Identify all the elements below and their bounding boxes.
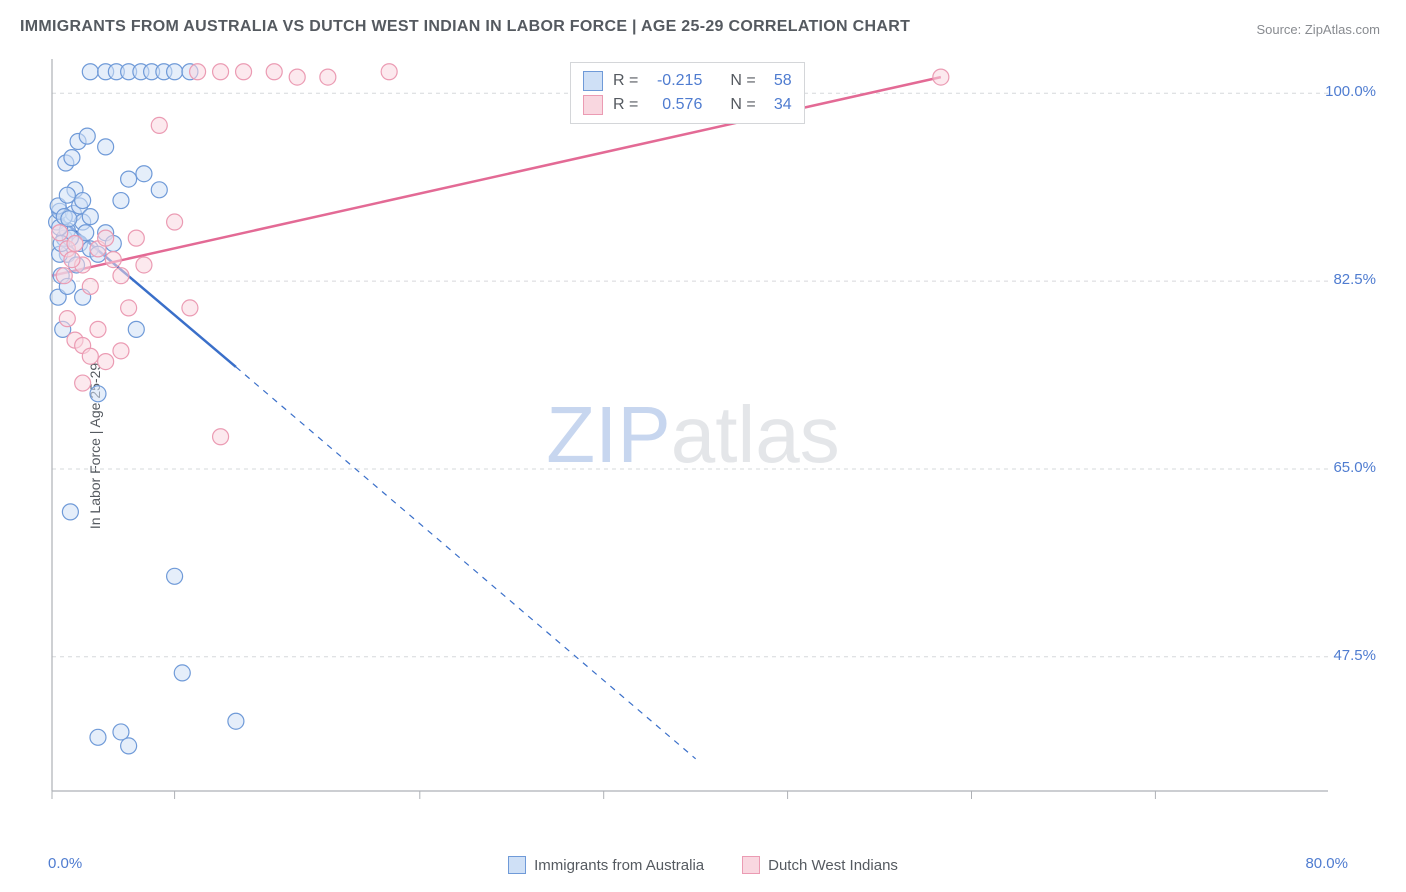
stat-swatch: [583, 95, 603, 115]
correlation-stat-box: R =-0.215N =58R =0.576N =34: [570, 62, 805, 124]
legend-label-series1: Immigrants from Australia: [534, 857, 704, 874]
legend: Immigrants from Australia Dutch West Ind…: [0, 856, 1406, 874]
legend-item-series2: Dutch West Indians: [742, 856, 898, 874]
legend-swatch-series2: [742, 856, 760, 874]
y-tick-label: 100.0%: [1325, 83, 1376, 100]
stat-swatch: [583, 71, 603, 91]
legend-label-series2: Dutch West Indians: [768, 857, 898, 874]
legend-item-series1: Immigrants from Australia: [508, 856, 704, 874]
chart-svg: [48, 55, 1338, 815]
stat-row: R =0.576N =34: [583, 93, 792, 117]
legend-swatch-series1: [508, 856, 526, 874]
y-tick-label: 47.5%: [1333, 647, 1376, 664]
chart-plot-area: ZIPatlas: [48, 55, 1338, 815]
y-tick-label: 82.5%: [1333, 271, 1376, 288]
y-tick-label: 65.0%: [1333, 459, 1376, 476]
chart-title: IMMIGRANTS FROM AUSTRALIA VS DUTCH WEST …: [20, 18, 910, 36]
stat-row: R =-0.215N =58: [583, 69, 792, 93]
source-label: Source: ZipAtlas.com: [1256, 22, 1380, 37]
